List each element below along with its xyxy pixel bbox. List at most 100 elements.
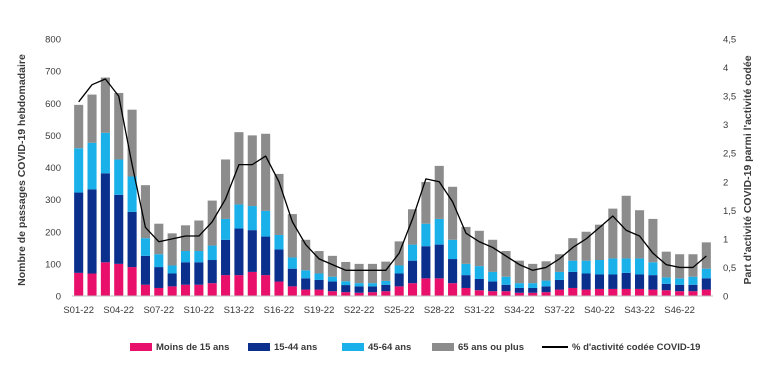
legend-item-65-plus: 65 ans ou plus <box>432 340 524 354</box>
bar-segment-3 <box>354 283 364 287</box>
bar-segment-3 <box>461 263 471 276</box>
bar-segment-3 <box>434 218 444 245</box>
bar-segment-1 <box>434 278 444 296</box>
x-tick-label: S40-22 <box>584 305 615 316</box>
bar-segment-1 <box>594 288 605 296</box>
bar-segment-4 <box>167 233 177 266</box>
bar-segment-4 <box>474 230 484 267</box>
bar-segment-3 <box>274 234 284 250</box>
bar-segment-4 <box>635 210 645 259</box>
bar-segment-1 <box>528 292 538 296</box>
bar-segment-1 <box>221 275 231 296</box>
bar-segment-4 <box>554 254 564 272</box>
bar-segment-1 <box>541 292 551 296</box>
x-tick-label: S25-22 <box>384 305 415 316</box>
bar-segment-1 <box>474 290 484 296</box>
bar-segment-1 <box>207 283 217 296</box>
bar-segment-3 <box>448 239 458 260</box>
y-tick-label: 500 <box>45 131 61 142</box>
bar-segment-3 <box>367 283 378 287</box>
bar-segment-3 <box>688 276 698 285</box>
bar-segment-2 <box>367 286 378 293</box>
y2-tick-label: 2,5 <box>723 149 736 160</box>
bar-segment-4 <box>87 94 97 143</box>
bar-segment-1 <box>301 289 311 296</box>
bar-segment-1 <box>180 284 191 296</box>
bar-segment-2 <box>301 278 311 290</box>
bar-segment-3 <box>394 265 404 274</box>
legend-label: Moins de 15 ans <box>156 341 230 353</box>
bar-segment-2 <box>554 279 564 290</box>
legend-label: 65 ans ou plus <box>458 341 524 353</box>
bar-segment-4 <box>688 254 698 277</box>
bar-segment-4 <box>434 165 444 219</box>
bar-segment-2 <box>528 287 538 293</box>
covid-share-line-series <box>78 78 707 271</box>
y-tick-label: 100 <box>45 259 61 270</box>
bar-segment-2 <box>461 275 471 288</box>
bar-segment-4 <box>448 186 458 240</box>
bar-segment-4 <box>407 209 418 245</box>
bar-segment-3 <box>648 262 658 276</box>
bar-segment-1 <box>675 291 685 296</box>
bar-segment-4 <box>287 214 297 258</box>
bar-segment-3 <box>221 218 231 240</box>
y-tick-label: 800 <box>45 35 61 46</box>
bar-segment-1 <box>581 289 591 296</box>
bar-segment-3 <box>194 251 204 263</box>
bar-segment-4 <box>234 132 244 205</box>
bar-segment-1 <box>354 292 364 296</box>
bar-segment-3 <box>661 277 671 284</box>
bar-segment-1 <box>274 281 284 296</box>
x-tick-label: S46-22 <box>664 305 695 316</box>
bar-segment-4 <box>221 159 231 219</box>
bar-segment-3 <box>341 281 351 286</box>
bar-segment-2 <box>501 284 511 292</box>
bar-segment-1 <box>568 287 578 296</box>
bar-segment-2 <box>327 281 337 292</box>
bar-segment-2 <box>675 284 685 292</box>
bar-segment-3 <box>114 159 124 195</box>
bar-segment-3 <box>514 283 524 288</box>
bar-segment-2 <box>221 239 231 276</box>
bar-segment-4 <box>327 255 337 277</box>
bar-segment-2 <box>434 244 444 279</box>
x-tick-label: S07-22 <box>143 305 174 316</box>
bar-segment-2 <box>247 230 257 272</box>
bar-segment-2 <box>488 281 498 292</box>
y-tick-label: 200 <box>45 227 61 238</box>
bar-segment-4 <box>514 260 524 284</box>
bar-segment-3 <box>541 280 551 287</box>
bar-segment-2 <box>421 246 431 279</box>
bar-segment-3 <box>381 280 391 285</box>
bar-segment-3 <box>140 238 150 256</box>
bar-segment-4 <box>74 104 84 149</box>
bar-segment-2 <box>287 268 297 287</box>
bar-segment-1 <box>394 286 404 296</box>
bar-segment-3 <box>407 244 418 261</box>
x-tick-label: S13-22 <box>224 305 255 316</box>
bar-segment-3 <box>501 276 511 285</box>
bar-segment-1 <box>127 267 137 296</box>
bar-segment-3 <box>528 283 538 288</box>
bar-segment-4 <box>675 254 685 279</box>
x-tick-label: S04-22 <box>103 305 134 316</box>
bar-segment-1 <box>314 289 324 296</box>
bar-segment-1 <box>87 273 97 296</box>
bar-segment-1 <box>554 289 564 296</box>
bar-segment-3 <box>474 266 484 279</box>
legend-item-45-64: 45-64 ans <box>342 340 411 354</box>
y-axis-right-ticks: 0 0,5 1 1,5 2 2,5 3 3,5 4 4,5 <box>723 35 736 303</box>
bar-segment-1 <box>74 272 84 296</box>
bar-segment-2 <box>648 275 658 290</box>
y2-tick-label: 3,5 <box>723 92 736 103</box>
x-tick-label: S37-22 <box>544 305 575 316</box>
y-tick-label: 700 <box>45 67 61 78</box>
legend-swatch <box>130 343 152 351</box>
bar-segment-4 <box>354 263 364 284</box>
x-tick-label: S31-22 <box>464 305 495 316</box>
y-tick-label: 400 <box>45 163 61 174</box>
y2-tick-label: 1,5 <box>723 206 736 217</box>
bar-segment-1 <box>501 291 511 296</box>
y2-tick-label: 0,5 <box>723 263 736 274</box>
